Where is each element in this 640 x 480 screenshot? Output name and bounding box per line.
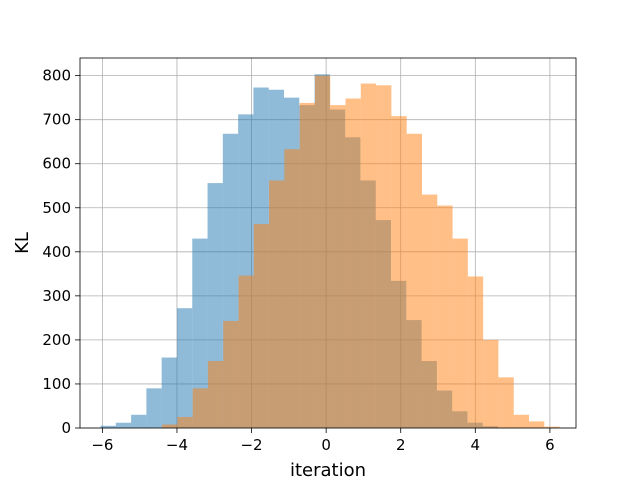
histogram-bar-series-2 [437,205,453,428]
histogram-bar-series-2 [223,320,239,428]
histogram-bar-series-2 [162,424,178,428]
histogram-bar-series-2 [498,377,514,428]
histogram-bar-series-2 [299,102,315,428]
x-tick-label: −4 [166,436,188,454]
histogram-bar-series-1 [176,308,193,428]
y-tick-label: 0 [61,419,71,437]
histogram-bar-series-2 [513,414,530,428]
histogram-bar-series-2 [177,416,193,428]
y-tick-label: 100 [42,375,71,393]
y-tick-label: 200 [42,331,71,349]
x-tick-label: 4 [471,436,481,454]
x-tick-label: −6 [91,436,113,454]
histogram-bar-series-2 [376,85,392,429]
x-axis-label: iteration [290,460,366,480]
x-tick-label: −2 [240,436,262,454]
histogram-bar-series-2 [238,275,254,428]
histogram-bar-series-2 [391,116,407,429]
histogram-bar-series-2 [483,339,499,428]
y-tick-label: 500 [42,199,71,217]
histogram-bar-series-2 [314,75,331,428]
histogram-bar-series-2 [360,83,377,429]
histogram-bar-series-2 [406,133,422,428]
bars-layer [100,74,560,429]
x-tick-label: 0 [321,436,331,454]
histogram-bar-series-2 [253,224,270,428]
plot-frame [79,57,577,429]
y-tick-label: 700 [42,111,71,129]
histogram-bar-series-2 [330,105,346,428]
histogram-bar-series-2 [284,149,300,428]
y-tick-label: 800 [42,67,71,85]
histogram-bar-series-1 [161,357,177,428]
x-tick-label: 6 [545,436,555,454]
y-tick-label: 400 [42,243,71,261]
y-tick-label: 600 [42,155,71,173]
x-tick-label: 2 [396,436,406,454]
histogram-bar-series-1 [192,238,208,428]
histogram-bar-series-2 [467,276,484,428]
histogram-bar-series-1 [146,388,162,428]
histogram-bar-series-2 [452,238,468,428]
histogram-bar-series-2 [207,361,224,428]
y-axis-label: KL [12,232,33,254]
histogram-bar-series-1 [131,414,147,428]
histogram-bar-series-2 [192,388,208,428]
histogram-bar-series-2 [345,98,361,429]
histogram-bar-series-1 [100,425,116,428]
ticks-layer: −6 −4 −2 0 2 4 6 0 100 200 300 400 500 600 700 800 [42,67,554,454]
histogram-bar-series-1 [115,422,132,428]
histogram-bar-series-2 [269,180,285,428]
histogram-bar-series-2 [421,194,438,428]
y-tick-label: 300 [42,287,71,305]
histogram-bar-series-2 [529,421,545,428]
histogram-bar-series-2 [544,426,560,428]
